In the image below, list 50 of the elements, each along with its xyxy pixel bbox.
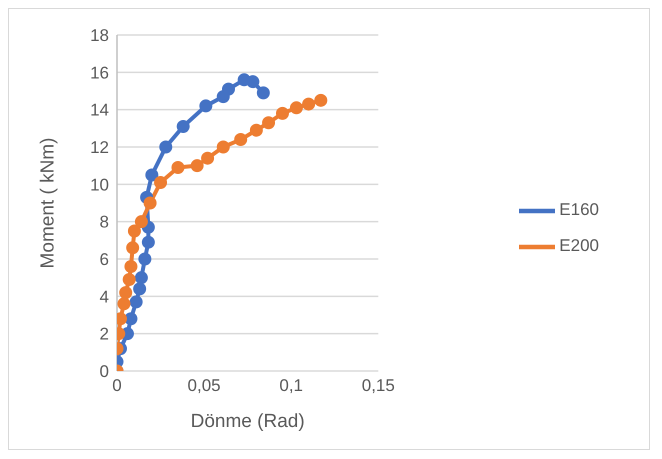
- point: [290, 101, 303, 114]
- point: [128, 224, 141, 238]
- point: [130, 295, 143, 308]
- y-tick-label: 4: [100, 287, 109, 306]
- point: [190, 159, 204, 172]
- x-tick-label: 0: [112, 376, 122, 396]
- point: [126, 241, 140, 254]
- y-tick-label: 8: [100, 212, 109, 232]
- point: [145, 168, 158, 182]
- point: [134, 215, 148, 228]
- x-tick-label: 0,15: [362, 376, 395, 396]
- y-tick-label: 6: [100, 250, 109, 270]
- x-tick-label: 0,05: [188, 376, 221, 396]
- point: [199, 99, 212, 112]
- point: [250, 124, 263, 137]
- point: [154, 176, 168, 189]
- point: [222, 82, 235, 96]
- x-tick-label: 0,1: [279, 376, 304, 396]
- point: [138, 252, 152, 266]
- x-axis-title: Dönme (Rad): [190, 411, 305, 432]
- y-axis-title: Moment ( kNm): [38, 138, 59, 268]
- point: [176, 120, 190, 133]
- point: [117, 297, 130, 310]
- point: [142, 236, 155, 249]
- legend-label: E200: [559, 236, 599, 256]
- point: [133, 282, 146, 296]
- y-tick-label: 16: [90, 63, 109, 82]
- point: [216, 140, 230, 154]
- point: [119, 286, 132, 300]
- y-tick-label: 18: [90, 26, 109, 46]
- point: [262, 116, 276, 130]
- point: [134, 271, 148, 284]
- point: [234, 133, 248, 146]
- point: [246, 75, 260, 88]
- point: [122, 273, 136, 286]
- y-tick-label: 14: [90, 100, 109, 120]
- point: [256, 86, 270, 100]
- point: [124, 260, 138, 273]
- y-tick-label: 10: [90, 175, 109, 194]
- y-tick-label: 0: [100, 362, 109, 382]
- point: [159, 140, 172, 154]
- y-tick-label: 12: [90, 138, 109, 158]
- legend-label: E160: [559, 200, 599, 220]
- point: [276, 106, 289, 120]
- y-tick-label: 2: [100, 324, 109, 344]
- point: [302, 98, 316, 111]
- point: [144, 196, 157, 210]
- point: [171, 161, 184, 174]
- point: [201, 152, 214, 165]
- point: [314, 94, 328, 107]
